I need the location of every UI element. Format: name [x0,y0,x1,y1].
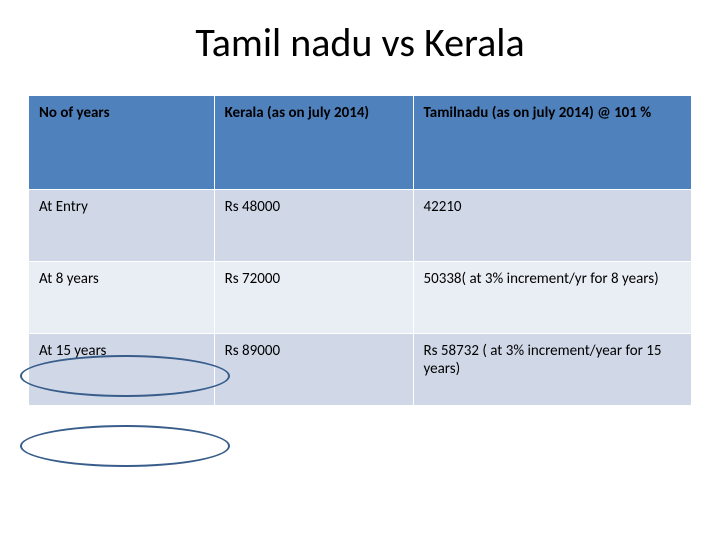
table-container: No of years Kerala (as on july 2014) Tam… [28,95,692,406]
cell-kerala: Rs 89000 [214,334,413,406]
col-header-tamilnadu: Tamilnadu (as on july 2014) @ 101 % [413,96,691,190]
cell-years: At 15 years [29,334,215,406]
col-header-kerala: Kerala (as on july 2014) [214,96,413,190]
cell-kerala: Rs 72000 [214,262,413,334]
col-header-years: No of years [29,96,215,190]
cell-years: At 8 years [29,262,215,334]
table-row: At 15 years Rs 89000 Rs 58732 ( at 3% in… [29,334,692,406]
cell-tamilnadu: 50338( at 3% increment/yr for 8 years) [413,262,691,334]
table-row: At 8 years Rs 72000 50338( at 3% increme… [29,262,692,334]
slide-title: Tamil nadu vs Kerala [0,18,720,67]
cell-years: At Entry [29,190,215,262]
comparison-table: No of years Kerala (as on july 2014) Tam… [28,95,692,406]
cell-tamilnadu: Rs 58732 ( at 3% increment/year for 15 y… [413,334,691,406]
annotation-ellipse-icon [20,425,230,467]
table-row: At Entry Rs 48000 42210 [29,190,692,262]
cell-tamilnadu: 42210 [413,190,691,262]
table-header-row: No of years Kerala (as on july 2014) Tam… [29,96,692,190]
cell-kerala: Rs 48000 [214,190,413,262]
